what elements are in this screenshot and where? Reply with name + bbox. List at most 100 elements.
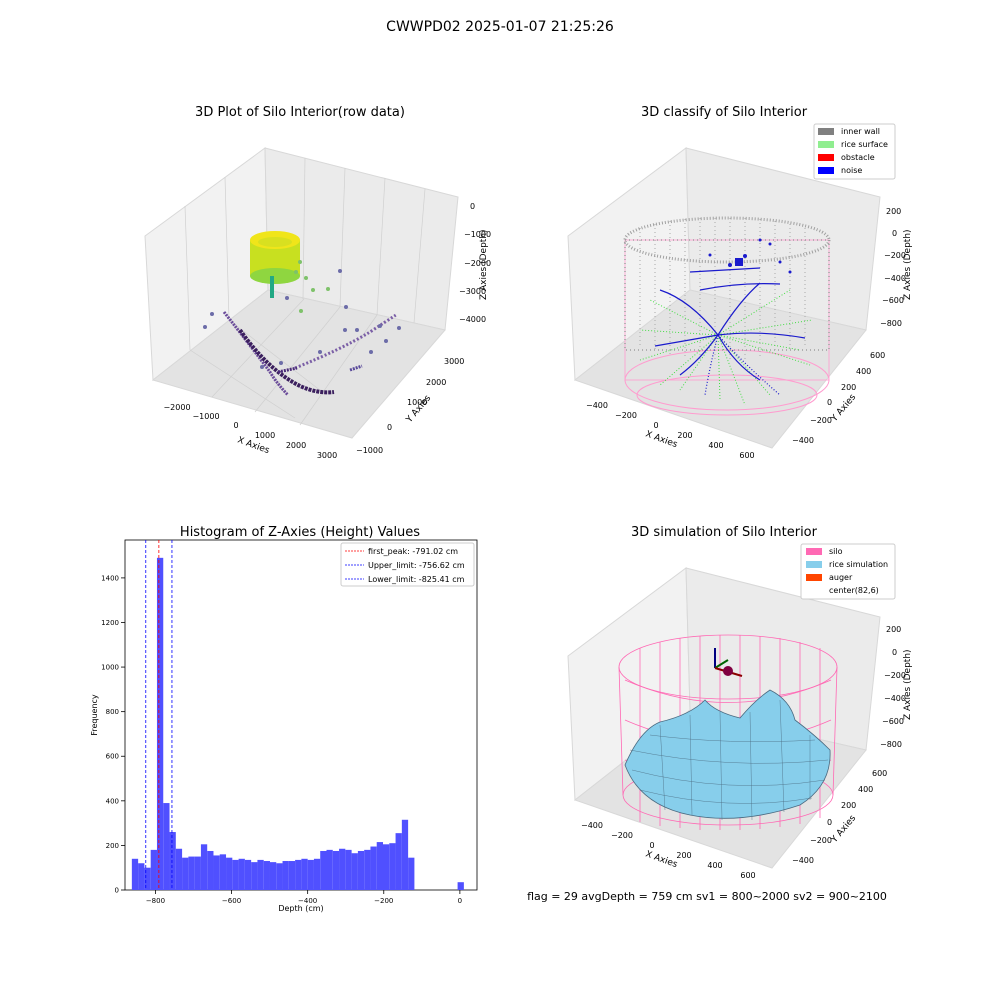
simulation-ytick-label: −200 (810, 836, 832, 845)
simulation-xtick-label: 0 (649, 841, 654, 850)
classify-ytick-label: 400 (856, 367, 871, 376)
hist-bar (320, 850, 327, 890)
classify-ytick-label: −200 (810, 416, 832, 425)
hist-ytick-label: 1200 (101, 619, 119, 627)
legend-label-auger: auger (829, 573, 853, 582)
figure-suptitle: CWWPD02 2025-01-07 21:25:26 (386, 19, 614, 35)
classify-legend: inner wall rice surface obstacle noise (813, 123, 896, 180)
classify-ytick-label: 600 (870, 351, 885, 360)
hist-bar (194, 856, 201, 890)
legend-swatch-obstacle (818, 154, 834, 161)
legend-label-first-peak: first_peak: -791.02 cm (368, 547, 458, 556)
hist-bar (395, 833, 402, 890)
simulation-ztick-label: 200 (886, 625, 901, 634)
classify-ztick-label: −800 (880, 319, 902, 328)
hist-bar (169, 832, 176, 890)
legend-label-lower-limit: Lower_limit: -825.41 cm (368, 575, 465, 584)
hist-bar (357, 850, 365, 890)
legend-label-silo: silo (829, 547, 843, 556)
hist-title: Histogram of Z-Axies (Height) Values (180, 525, 420, 540)
classify-3d-axes-box (567, 147, 881, 449)
hist-xtick-label: −400 (298, 897, 317, 905)
simulation-xtick-label: −400 (581, 821, 603, 830)
classify-xtick-label: 400 (708, 441, 723, 450)
simulation-ztick-label: −600 (882, 717, 904, 726)
hist-bar (301, 858, 308, 890)
hist-bar (389, 843, 396, 890)
hist-bar (457, 882, 464, 890)
legend-label-rice-surface: rice surface (841, 140, 888, 149)
hist-ytick-label: 200 (106, 842, 119, 850)
legend-swatch-inner-wall (818, 128, 834, 135)
hist-bar (144, 867, 151, 890)
raw-ztick-label: −1000 (464, 230, 491, 239)
classify-ztick-label: 0 (892, 229, 897, 238)
hist-bar (288, 861, 296, 890)
raw-3d-axes-box (144, 147, 459, 439)
legend-label-inner-wall: inner wall (841, 127, 880, 136)
simulation-legend: silo rice simulation auger center(82,6) (800, 543, 896, 600)
hist-xtick-label: −600 (222, 897, 241, 905)
hist-bar (313, 858, 321, 890)
hist-bar (257, 859, 264, 890)
hist-xtick-label: 0 (458, 897, 462, 905)
classify-ztick-label: −400 (884, 274, 906, 283)
simulation-title: 3D simulation of Silo Interior (631, 525, 818, 540)
simulation-xtick-label: 200 (676, 851, 691, 860)
hist-bar (383, 844, 390, 890)
hist-plot-frame (124, 539, 478, 891)
classify-xlabel: X Axies (644, 429, 679, 450)
raw-xtick-label: −1000 (192, 412, 219, 421)
hist-bar (207, 850, 214, 890)
simulation-axis-labels: −400 −200 0 200 400 600 X Axies −400 −20… (581, 625, 913, 880)
panel-histogram: Histogram of Z-Axies (Height) Values −80… (90, 525, 478, 913)
hist-ytick-label: 0 (115, 887, 119, 895)
hist-bar (282, 861, 289, 890)
simulation-xtick-label: −200 (611, 831, 633, 840)
hist-bar (163, 803, 170, 890)
legend-label-noise: noise (841, 166, 862, 175)
hist-bar (226, 857, 233, 890)
rice-surface-mesh (624, 689, 831, 821)
raw-zlabel: Z Axies (Depth) (479, 229, 489, 300)
classify-ztick-label: −600 (882, 296, 904, 305)
raw-point-cloud (203, 231, 401, 397)
legend-label-obstacle: obstacle (841, 153, 875, 162)
hist-bar (408, 857, 415, 890)
hist-bars (131, 557, 464, 890)
raw-ytick-label: 1000 (407, 398, 427, 407)
classify-ytick-label: −400 (792, 436, 814, 445)
raw-ztick-label: −4000 (459, 315, 486, 324)
classify-xtick-label: 200 (677, 431, 692, 440)
hist-bar (326, 849, 333, 890)
hist-bar (269, 862, 277, 890)
hist-bar (232, 859, 239, 890)
simulation-footer: flag = 29 avgDepth = 759 cm sv1 = 800~20… (527, 890, 887, 903)
hist-ylabel: Frequency (90, 694, 99, 736)
classify-xtick-label: 600 (739, 451, 754, 460)
raw-xtick-label: −2000 (163, 403, 190, 412)
raw-xtick-label: 0 (233, 421, 238, 430)
hist-bar (376, 842, 384, 890)
legend-swatch-noise (818, 167, 834, 174)
raw-ytick-label: 0 (387, 423, 392, 432)
legend-swatch-rice-surface (818, 141, 834, 148)
hist-bar (401, 819, 409, 890)
classify-ytick-label: 0 (827, 398, 832, 407)
hist-ytick-label: 600 (106, 753, 119, 761)
hist-yticks: 0 200 400 600 800 1000 1200 1400 (101, 574, 125, 895)
raw-title: 3D Plot of Silo Interior(row data) (195, 105, 405, 120)
simulation-xtick-label: 400 (707, 861, 722, 870)
legend-label-rice-simulation: rice simulation (829, 560, 888, 569)
hist-bar (244, 859, 252, 890)
hist-bar (295, 859, 302, 890)
hist-bar (188, 856, 195, 890)
hist-ytick-label: 1000 (101, 664, 119, 672)
raw-ytick-label: 3000 (444, 357, 464, 366)
hist-ytick-label: 400 (106, 797, 119, 805)
panel-classify: 3D classify of Silo Interior (567, 105, 913, 460)
hist-bar (251, 862, 258, 890)
auger-marker (714, 648, 743, 677)
raw-xtick-label: 3000 (317, 451, 337, 460)
